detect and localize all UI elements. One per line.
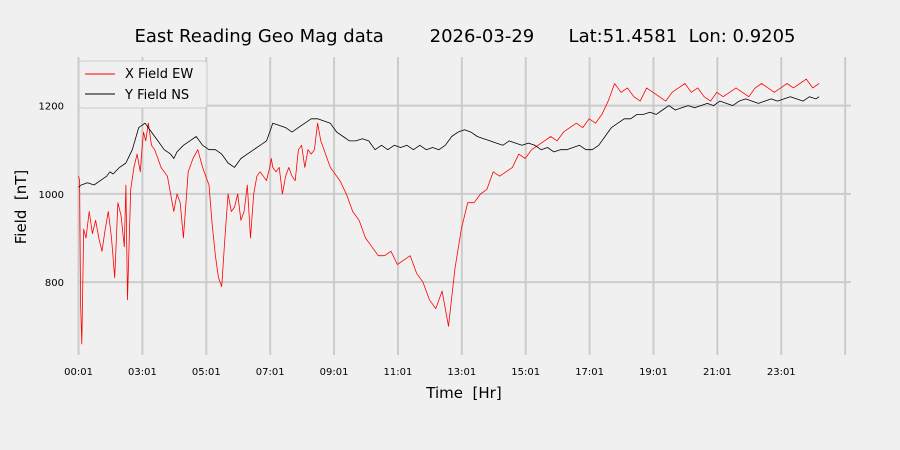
x-tick-label: 00:01 [64,367,93,378]
x-tick-label: 05:01 [192,367,221,378]
legend-label-y-field: Y Field NS [124,88,189,103]
x-tick-label: 09:01 [320,367,349,378]
series-layer [78,78,820,345]
series-line-x-field [78,78,820,345]
y-tick-label: 800 [45,278,64,289]
series-line-y-field [78,96,820,188]
y-axis-label: Field [nT] [12,170,30,245]
x-tick-label: 19:01 [639,367,668,378]
y-tick-label: 1200 [39,102,64,113]
legend-label-x-field: X Field EW [125,67,193,82]
x-tick-label: 15:01 [511,367,540,378]
x-tick-label: 07:01 [256,367,285,378]
x-tick-label: 13:01 [447,367,476,378]
x-tick-label: 17:01 [575,367,604,378]
x-tick-label: 03:01 [128,367,157,378]
legend: X Field EW Y Field NS [78,60,208,109]
chart-title: East Reading Geo Mag data 2026-03-29 Lat… [134,26,795,47]
tick-labels: 00:01 03:01 05:01 07:01 09:01 11:01 13:01 15:01… [39,102,796,378]
legend-box [78,60,208,109]
x-tick-label: 11:01 [384,367,413,378]
x-tick-label: 21:01 [703,367,732,378]
x-tick-label: 23:01 [767,367,796,378]
x-axis-label: Time [Hr] [425,384,501,402]
y-tick-label: 1000 [39,190,64,201]
